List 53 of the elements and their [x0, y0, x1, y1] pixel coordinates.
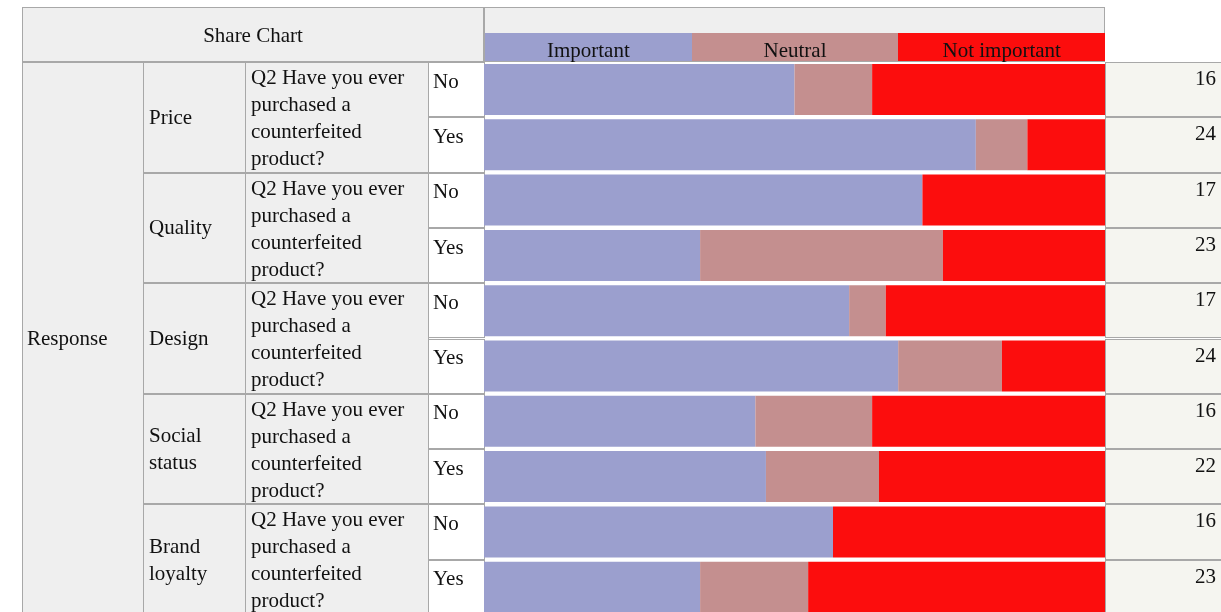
y-tick-label: No: [433, 68, 459, 93]
text: Q2 Have you ever purchased a counterfeited product?: [245, 283, 429, 394]
text: 17: [1105, 172, 1221, 228]
series-label: Not important: [898, 33, 1106, 62]
text: Q2 Have you ever purchased a counterfeited product?: [245, 393, 429, 505]
bar: [808, 561, 1105, 612]
y-tick-label: No: [433, 511, 459, 536]
bar: [898, 340, 1002, 392]
bar: [1027, 119, 1105, 171]
y-tick-label: No: [433, 400, 459, 425]
bar: [700, 561, 809, 612]
bar: [484, 561, 701, 612]
text: Design: [143, 283, 246, 394]
text: Q2 Have you ever purchased a counterfeited product?: [245, 172, 429, 284]
text: Q2 Have you ever purchased a counterfeited product?: [245, 62, 429, 173]
y-tick-label: No: [433, 289, 459, 314]
text: 23: [1105, 559, 1221, 612]
text: Price: [143, 62, 246, 173]
text: 16: [1105, 62, 1221, 118]
text: Response: [22, 62, 144, 612]
y-tick-label: Yes: [433, 345, 464, 370]
y-tick-label: Yes: [433, 455, 464, 480]
text: 23: [1105, 227, 1221, 284]
y-tick-label: Yes: [433, 566, 464, 591]
y-tick-label: Yes: [433, 123, 464, 148]
series-label: Neutral: [691, 33, 899, 62]
bar: [872, 395, 1105, 447]
text: 17: [1105, 283, 1221, 339]
y-tick-label: No: [433, 179, 459, 204]
bar: [1001, 340, 1105, 392]
bar: [878, 451, 1105, 503]
text: Quality: [143, 172, 246, 284]
text: Brand loyalty: [143, 504, 246, 612]
bar: [794, 64, 873, 115]
bar: [975, 119, 1028, 171]
text: 16: [1105, 393, 1221, 450]
bar: [849, 285, 886, 337]
bar: [700, 229, 943, 281]
bar: [765, 451, 879, 503]
text: 16: [1105, 504, 1221, 560]
bar: [942, 229, 1105, 281]
bar: [922, 174, 1105, 226]
text: 24: [1105, 338, 1221, 394]
bar: [833, 506, 1105, 558]
series-label: Important: [485, 33, 692, 62]
text: 24: [1105, 117, 1221, 173]
text: Social status: [143, 393, 246, 505]
text: 22: [1105, 449, 1221, 505]
text: Q2 Have you ever purchased a counterfeited product?: [245, 504, 429, 612]
text: Share Chart: [22, 7, 484, 62]
bar: [755, 395, 873, 447]
y-tick-label: Yes: [433, 234, 464, 259]
bar: [885, 285, 1105, 337]
